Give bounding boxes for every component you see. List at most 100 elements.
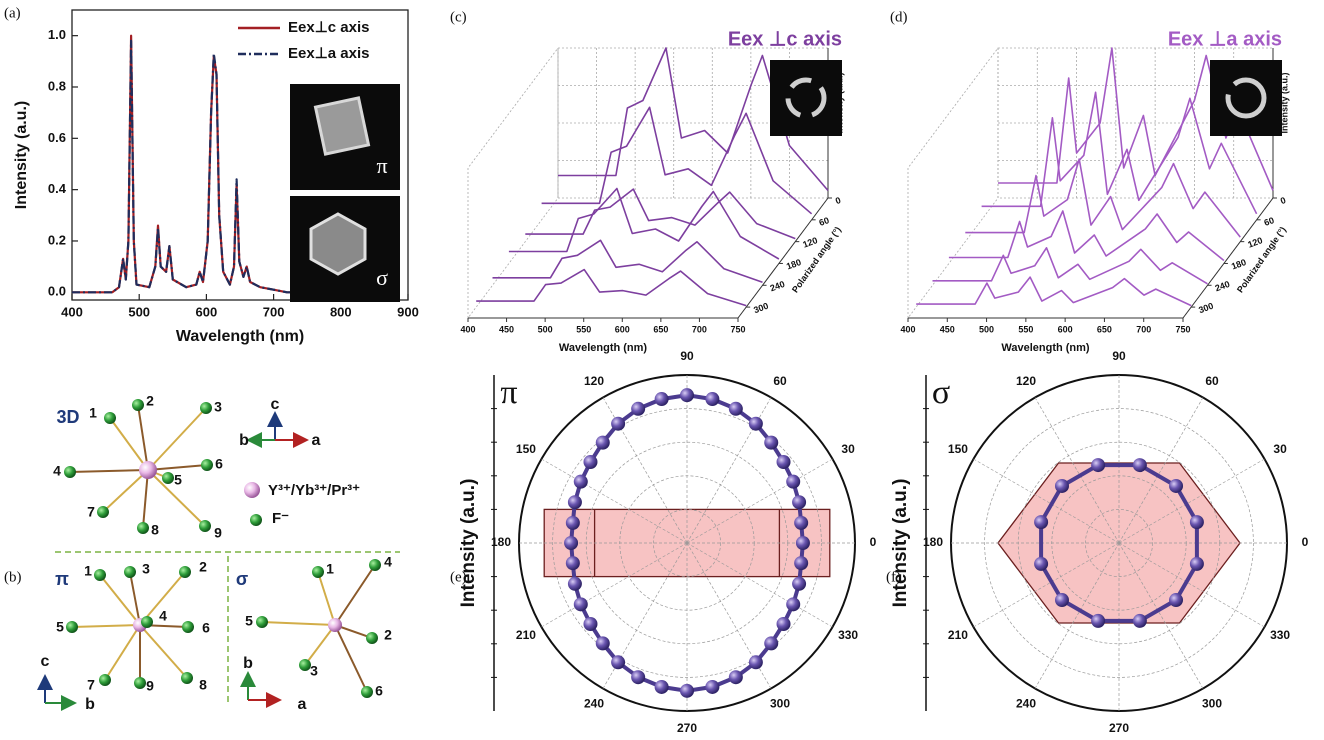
- x-tick-label: 550: [576, 324, 591, 334]
- theta-tick-label: 30: [1273, 442, 1287, 456]
- polar-point: [792, 495, 806, 509]
- bond: [305, 625, 335, 665]
- x-tick-label: 900: [397, 304, 419, 319]
- node-label: 7: [87, 677, 95, 693]
- fluoride-ion: [124, 566, 136, 578]
- depth-tick-label: 240: [769, 279, 787, 294]
- x-tick-label: 550: [1018, 324, 1033, 334]
- theta-tick-label: 120: [1016, 374, 1036, 388]
- x-axis-label: Wavelength (nm): [559, 342, 648, 354]
- x-tick-label: 700: [263, 304, 285, 319]
- node-label: 3: [214, 399, 222, 415]
- polar-point: [1091, 614, 1105, 628]
- x-axis-label: Wavelength (nm): [176, 328, 304, 345]
- bond: [100, 575, 140, 625]
- x-tick-label: 450: [499, 324, 514, 334]
- axis-letter: c: [271, 396, 280, 413]
- panel-label: (f): [886, 569, 901, 585]
- depth-tick-label: 0: [1279, 195, 1287, 206]
- theta-tick-label: 150: [948, 442, 968, 456]
- fluoride-ion: [94, 569, 106, 581]
- theta-tick-label: 300: [1202, 696, 1222, 710]
- fluoride-ion: [64, 466, 76, 478]
- y-axis-label: Intensity (a.u.): [890, 479, 911, 608]
- polar-point: [574, 597, 588, 611]
- polar-point: [564, 536, 578, 550]
- polar-point: [777, 455, 791, 469]
- node-label: 9: [146, 678, 154, 694]
- y-tick-label: 0.6: [48, 130, 66, 145]
- axis-letter: a: [312, 432, 321, 449]
- fluoride-ion: [366, 632, 378, 644]
- inset-image: [770, 60, 842, 136]
- theta-tick-label: 240: [584, 696, 604, 710]
- node-label: 6: [202, 620, 210, 636]
- polar-point: [566, 516, 580, 530]
- polar-point: [655, 680, 669, 694]
- spectrum-line: [493, 240, 763, 282]
- polar-point: [1190, 557, 1204, 571]
- node-label: 5: [56, 619, 64, 635]
- polar-point: [631, 670, 645, 684]
- node-label: 4: [53, 463, 61, 479]
- bond: [262, 622, 335, 625]
- y-tick-label: 0.2: [48, 232, 66, 247]
- fluoride-ion: [361, 686, 373, 698]
- legend-ion: [250, 514, 262, 526]
- polar-point: [655, 392, 669, 406]
- fluoride-ion: [256, 616, 268, 628]
- bond: [130, 572, 140, 625]
- theta-tick-label: 120: [584, 374, 604, 388]
- node-label: 1: [84, 563, 92, 579]
- node-label: 3: [142, 561, 150, 577]
- depth-tick-label: 300: [1197, 301, 1215, 316]
- inset-label: σ: [376, 265, 388, 290]
- x-tick-label: 800: [330, 304, 352, 319]
- depth-tick-label: 180: [785, 257, 803, 272]
- node-label: 7: [87, 504, 95, 520]
- theta-tick-label: 30: [841, 442, 855, 456]
- legend-label: Eex⊥a axis: [288, 45, 369, 62]
- node-label: 3: [310, 663, 318, 679]
- inset-image: [1210, 60, 1282, 136]
- fluoride-ion: [199, 520, 211, 532]
- x-tick-label: 650: [653, 324, 668, 334]
- y-tick-label: 0.4: [48, 181, 67, 196]
- polar-point: [596, 436, 610, 450]
- polar-point: [631, 402, 645, 416]
- node-label: 4: [384, 554, 392, 570]
- bond: [335, 565, 375, 625]
- x-tick-label: 400: [61, 304, 83, 319]
- node-label: 4: [159, 608, 167, 624]
- fluoride-ion: [200, 402, 212, 414]
- fluoride-ion: [132, 399, 144, 411]
- polar-point: [574, 475, 588, 489]
- group-title: π: [55, 569, 69, 589]
- annotation: Eex ⊥c axis: [728, 28, 842, 50]
- y-axis-label: Intensity (a.u.): [13, 101, 30, 209]
- theta-tick-label: 300: [770, 696, 790, 710]
- node-label: 2: [384, 627, 392, 643]
- panel-label: (b): [4, 569, 22, 585]
- depth-tick-label: 120: [1246, 235, 1264, 250]
- fluoride-ion: [134, 677, 146, 689]
- panel-label: (e): [450, 569, 467, 585]
- polar-point: [583, 617, 597, 631]
- bond: [103, 470, 148, 512]
- polar-point: [729, 670, 743, 684]
- theta-tick-label: 270: [1109, 721, 1129, 735]
- x-tick-label: 450: [940, 324, 955, 334]
- spectrum-line: [965, 159, 1240, 237]
- polar-point: [792, 577, 806, 591]
- fluoride-ion: [104, 412, 116, 424]
- polar-point: [611, 655, 625, 669]
- polar-point: [1133, 614, 1147, 628]
- polar-point: [794, 556, 808, 570]
- polar-point: [583, 455, 597, 469]
- polar-point: [568, 577, 582, 591]
- x-tick-label: 500: [979, 324, 994, 334]
- fluoride-ion: [97, 506, 109, 518]
- node-label: 6: [375, 683, 383, 699]
- fluoride-ion: [141, 616, 153, 628]
- axis-letter: b: [85, 696, 95, 713]
